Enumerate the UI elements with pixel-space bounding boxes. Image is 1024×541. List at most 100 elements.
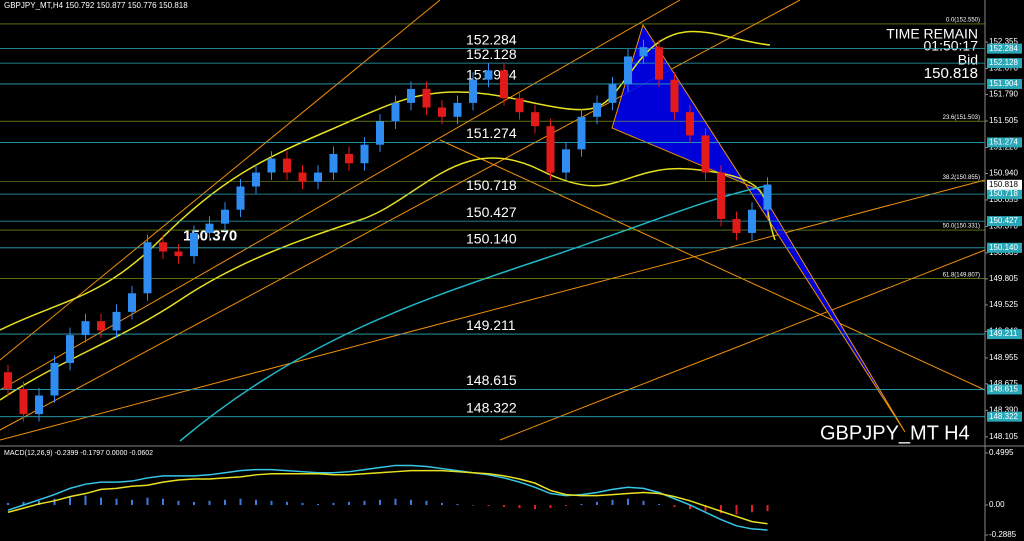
candle-body xyxy=(546,126,555,173)
candle-body xyxy=(500,70,508,99)
macd-bar xyxy=(38,500,40,505)
macd-bar xyxy=(611,499,614,505)
fib-label: 50.0(150.331) xyxy=(943,224,980,230)
macd-bar xyxy=(317,503,319,505)
macd-bar xyxy=(565,504,567,507)
macd-y-tick-label: -0.2885 xyxy=(989,530,1017,539)
level-tag-label: 151.274 xyxy=(989,138,1018,147)
symbol-label: GBPJPY_MT H4 xyxy=(820,422,970,444)
y-tick-label: 149.525 xyxy=(989,300,1018,309)
y-tick-label: 151.505 xyxy=(989,116,1018,125)
y-tick-label: 150.940 xyxy=(989,169,1018,178)
macd-bar xyxy=(146,497,149,505)
macd-line xyxy=(7,469,768,525)
candle-body xyxy=(360,144,369,164)
macd-bar xyxy=(425,500,428,505)
level-tag xyxy=(987,43,1022,54)
candle-body xyxy=(267,158,276,173)
candle-body xyxy=(345,153,353,164)
candle-body xyxy=(577,116,586,150)
macd-bar xyxy=(208,500,211,505)
level-label: 148.615 xyxy=(466,372,517,388)
candle-body xyxy=(19,388,28,415)
level-label: 152.284 xyxy=(466,31,517,47)
level-tag xyxy=(987,216,1022,227)
candle-body xyxy=(4,372,12,389)
level-label: 149.211 xyxy=(466,317,516,333)
candle-body xyxy=(329,153,338,173)
level-label: 150.718 xyxy=(466,177,517,193)
candle-body xyxy=(562,149,570,173)
candle-body xyxy=(66,335,74,363)
macd-bar xyxy=(689,504,691,510)
macd-bar xyxy=(115,498,118,505)
level-tag xyxy=(987,137,1022,148)
macd-bar xyxy=(363,500,366,505)
macd-bar xyxy=(658,503,660,505)
candle-body xyxy=(624,56,632,85)
macd-bar xyxy=(642,500,645,505)
level-tag-label: 152.284 xyxy=(989,44,1018,53)
macd-bar xyxy=(53,498,56,505)
candle-body xyxy=(515,98,524,113)
macd-bar xyxy=(224,499,226,505)
time-remain-label: TIME REMAIN xyxy=(886,26,978,42)
macd-bar xyxy=(503,504,505,508)
macd-bar xyxy=(270,500,273,505)
candle-body xyxy=(732,218,741,233)
candle-body xyxy=(205,223,214,233)
macd-bar xyxy=(69,496,71,505)
candle-body xyxy=(81,321,90,336)
macd-bar xyxy=(580,503,583,505)
macd-header: MACD(12,26,9) -0.2399 -0.1797 0.0000 -0.… xyxy=(4,450,153,457)
chart-header: GBPJPY_MT,H4 150.792 150.877 150.776 150… xyxy=(4,1,188,10)
level-tag-label: 148.322 xyxy=(989,412,1018,421)
macd-bar xyxy=(22,501,25,505)
macd-bar xyxy=(673,504,676,508)
macd-bar xyxy=(193,501,195,505)
level-label: 150.427 xyxy=(466,204,517,220)
level-tag xyxy=(987,189,1022,200)
level-tag xyxy=(987,58,1022,69)
macd-bar xyxy=(735,504,738,515)
candle-body xyxy=(376,121,384,145)
candle-body xyxy=(128,293,136,312)
macd-bar xyxy=(596,501,598,505)
candle-body xyxy=(236,186,245,210)
candle-body xyxy=(97,321,105,331)
macd-bar xyxy=(549,504,552,509)
candle-body xyxy=(655,47,663,80)
y-tick-label: 148.105 xyxy=(989,432,1018,441)
candle-body xyxy=(314,172,322,182)
y-tick-label: 151.790 xyxy=(989,90,1018,99)
macd-bar xyxy=(472,504,474,506)
candle-body xyxy=(639,47,648,57)
candle-body xyxy=(112,311,121,331)
level-label: 148.322 xyxy=(466,399,517,415)
macd-bar xyxy=(255,499,257,505)
bid-tag-label: 150.818 xyxy=(989,180,1018,189)
candle-body xyxy=(670,79,679,113)
candle-body xyxy=(748,209,756,233)
level-tag-label: 150.718 xyxy=(989,189,1018,198)
macd-bar xyxy=(239,498,242,505)
candle-body xyxy=(531,112,539,127)
candle-body xyxy=(469,79,477,103)
candle-body xyxy=(50,362,59,396)
band-lower xyxy=(0,157,776,401)
candle-body xyxy=(283,158,291,173)
level-tag xyxy=(987,329,1022,340)
moving-average xyxy=(179,184,771,442)
macd-bar xyxy=(720,504,722,514)
candle-body xyxy=(484,70,493,80)
level-tag-label: 150.140 xyxy=(989,243,1018,252)
bid-label: Bid xyxy=(958,52,978,68)
level-label: 150.140 xyxy=(466,230,517,246)
candle-body xyxy=(422,88,431,108)
macd-bar xyxy=(627,498,629,505)
level-tag-label: 151.904 xyxy=(989,79,1018,88)
macd-bar xyxy=(286,501,288,505)
macd-bar xyxy=(534,504,536,510)
candle-body xyxy=(717,172,725,219)
